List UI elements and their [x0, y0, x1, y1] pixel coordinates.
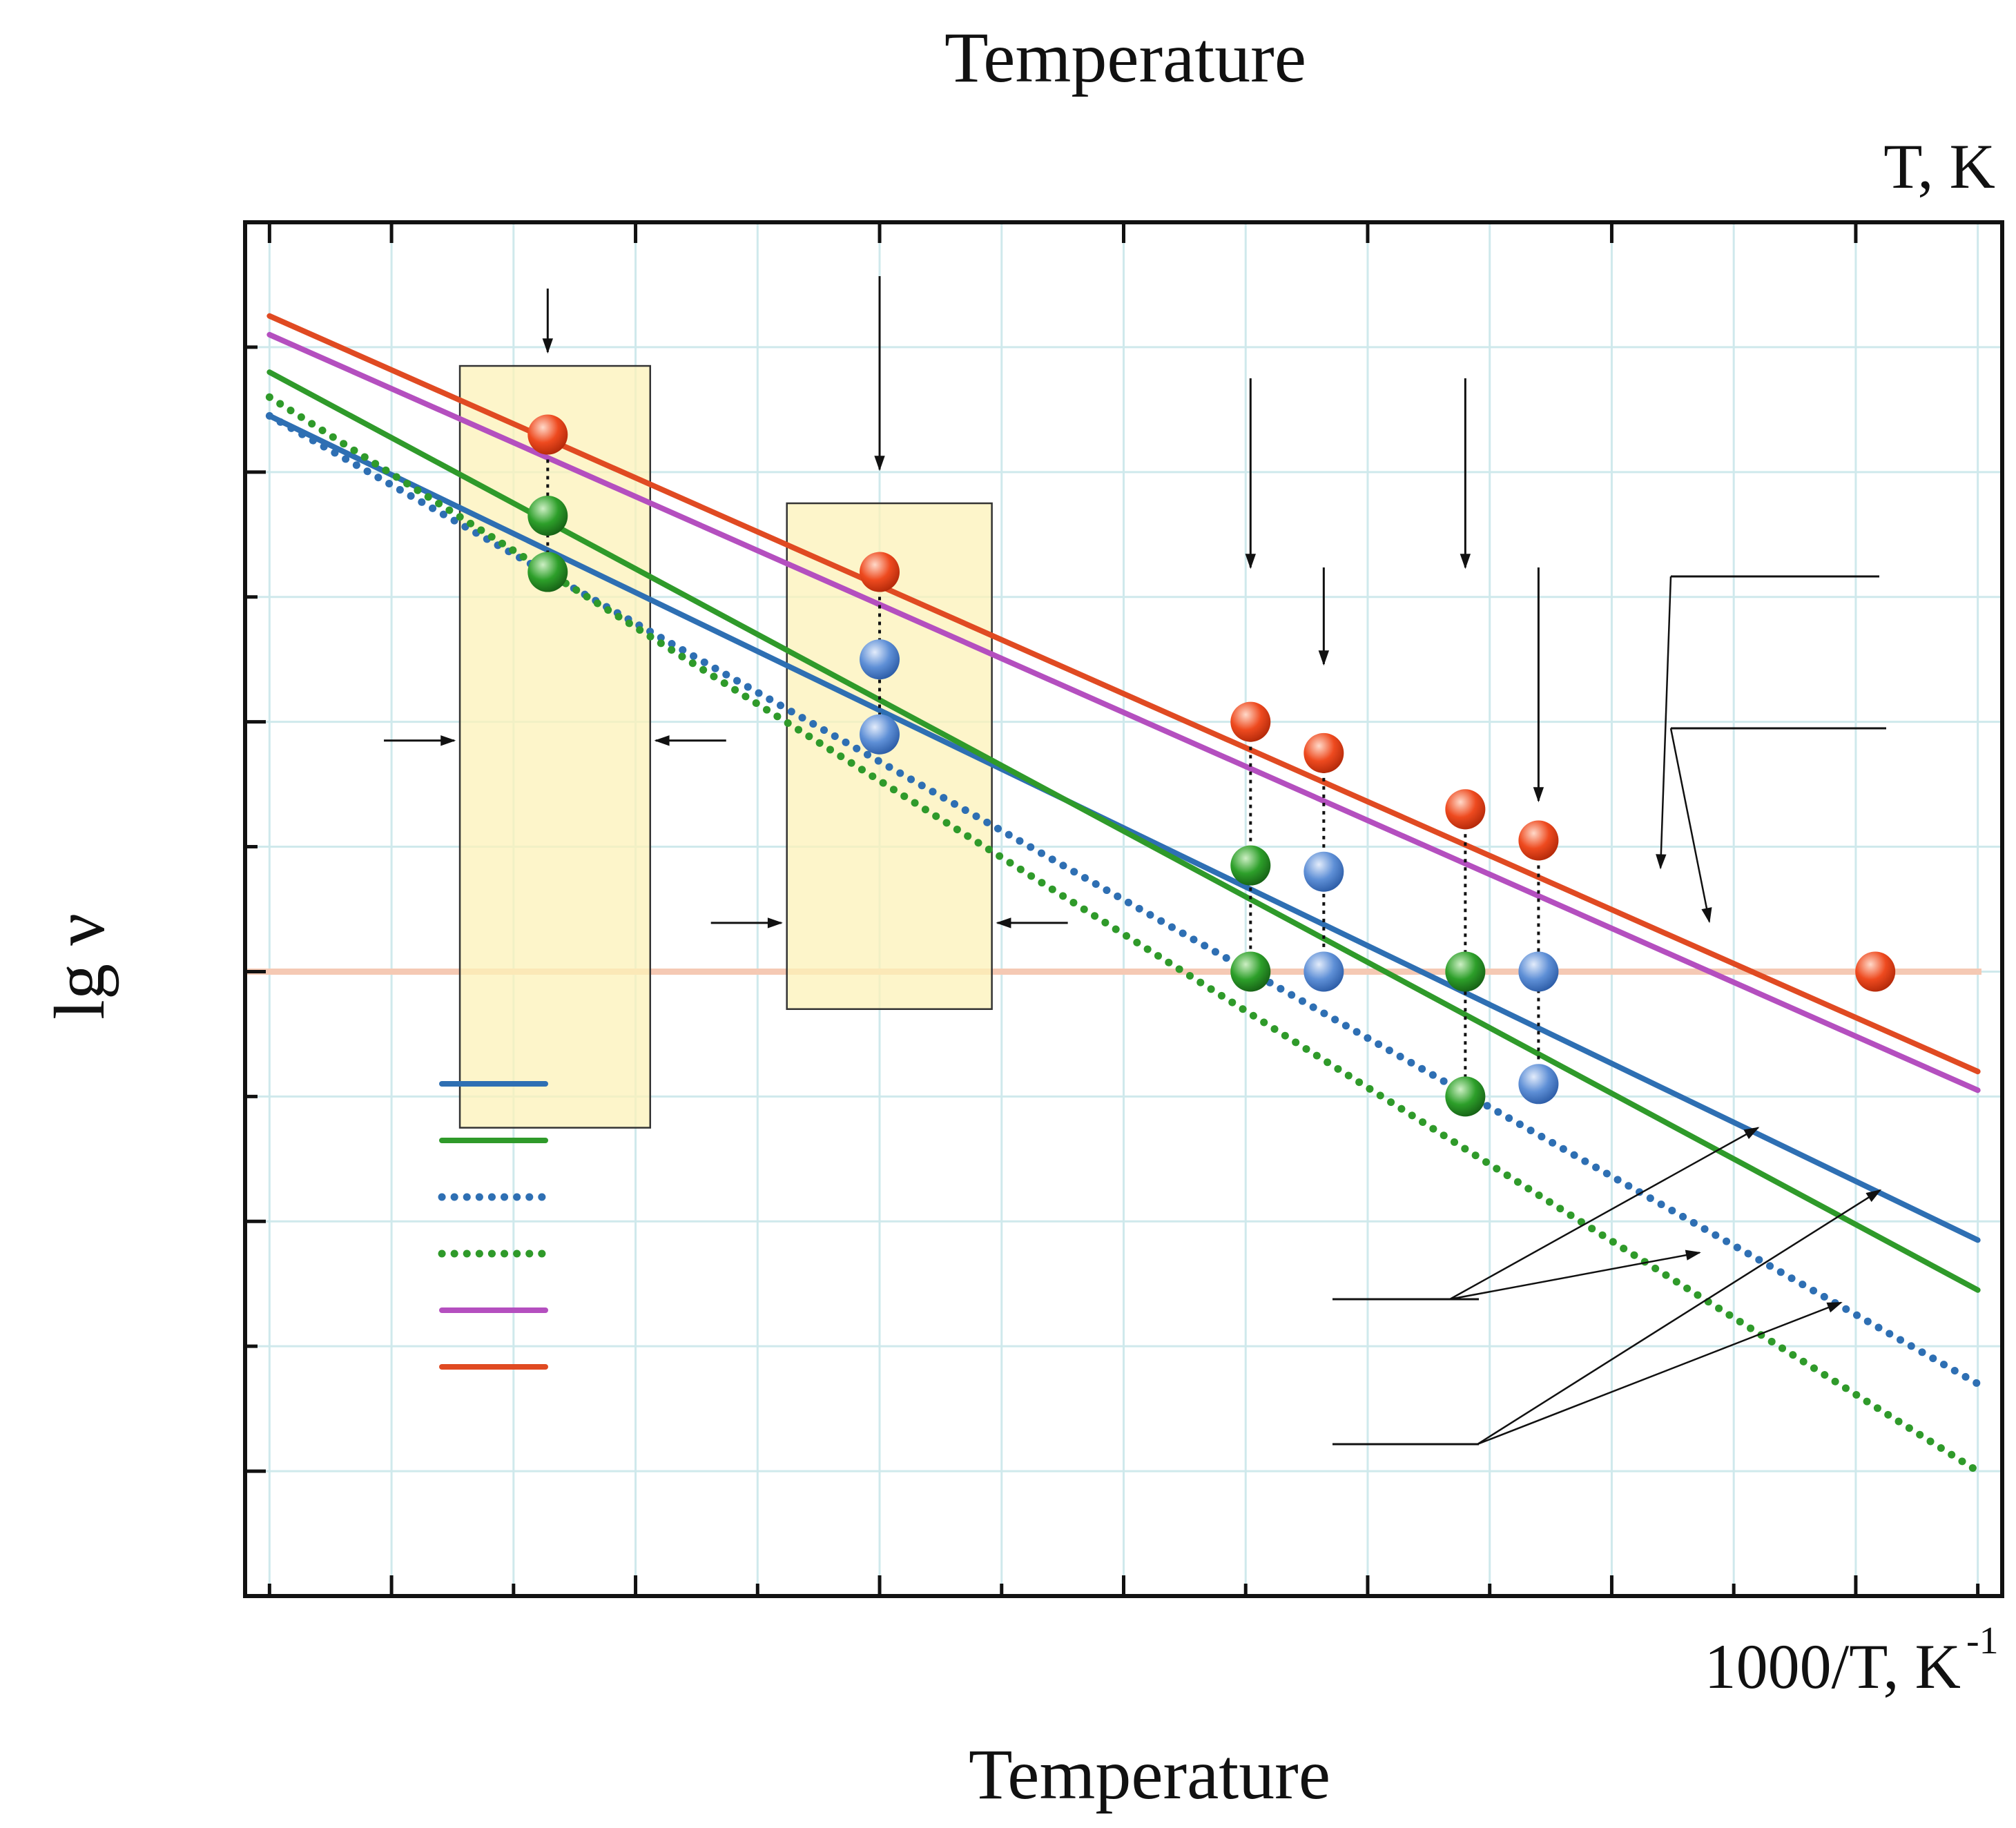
data-point [1518, 820, 1559, 861]
data-point [860, 714, 900, 755]
legend [438, 1081, 550, 1370]
data-point [1445, 951, 1486, 992]
data-point [1855, 951, 1896, 992]
callouts [1332, 575, 1886, 1446]
data-point [527, 552, 568, 592]
data-point [1230, 701, 1271, 742]
regions [458, 364, 993, 1129]
region-box [458, 364, 652, 1129]
callout-arrow [1656, 576, 1672, 870]
data-point [527, 496, 568, 536]
drop-lines [546, 434, 1540, 1097]
data-point [1445, 789, 1486, 830]
callout-arrow [1669, 728, 1712, 924]
annotations [384, 276, 1544, 928]
points [527, 414, 1896, 1117]
x-axis-unit-base: 1000/T, K [1705, 1631, 1961, 1702]
series-line-5 [266, 331, 1981, 1093]
data-point [1230, 845, 1271, 886]
y-axis-title: lg ν [40, 913, 119, 1020]
data-point [1445, 1076, 1486, 1117]
titles: Temperature Temperature lg ν T, K 1000/T… [40, 18, 1999, 1814]
callout-arrow [1449, 1250, 1701, 1301]
callout-arrow [1449, 1127, 1760, 1301]
x-axis-unit: 1000/T, K [1705, 1631, 1961, 1702]
data-point [1303, 851, 1344, 892]
data-point [527, 414, 568, 455]
data-point [1518, 951, 1559, 992]
callout-arrow [1477, 1301, 1843, 1446]
data-point [860, 639, 900, 680]
axes [245, 222, 1980, 1596]
x-axis-unit-sup: -1 [1966, 1620, 1999, 1662]
data-point [1303, 732, 1344, 773]
data-point [1230, 951, 1271, 992]
callout-arrow [1477, 1189, 1882, 1446]
top-axis-unit: T, K [1883, 131, 1995, 202]
data-point [1518, 1064, 1559, 1105]
top-title: Temperature [944, 18, 1306, 97]
data-point [1303, 951, 1344, 992]
data-point [860, 552, 900, 592]
x-axis-title: Temperature [969, 1735, 1330, 1814]
